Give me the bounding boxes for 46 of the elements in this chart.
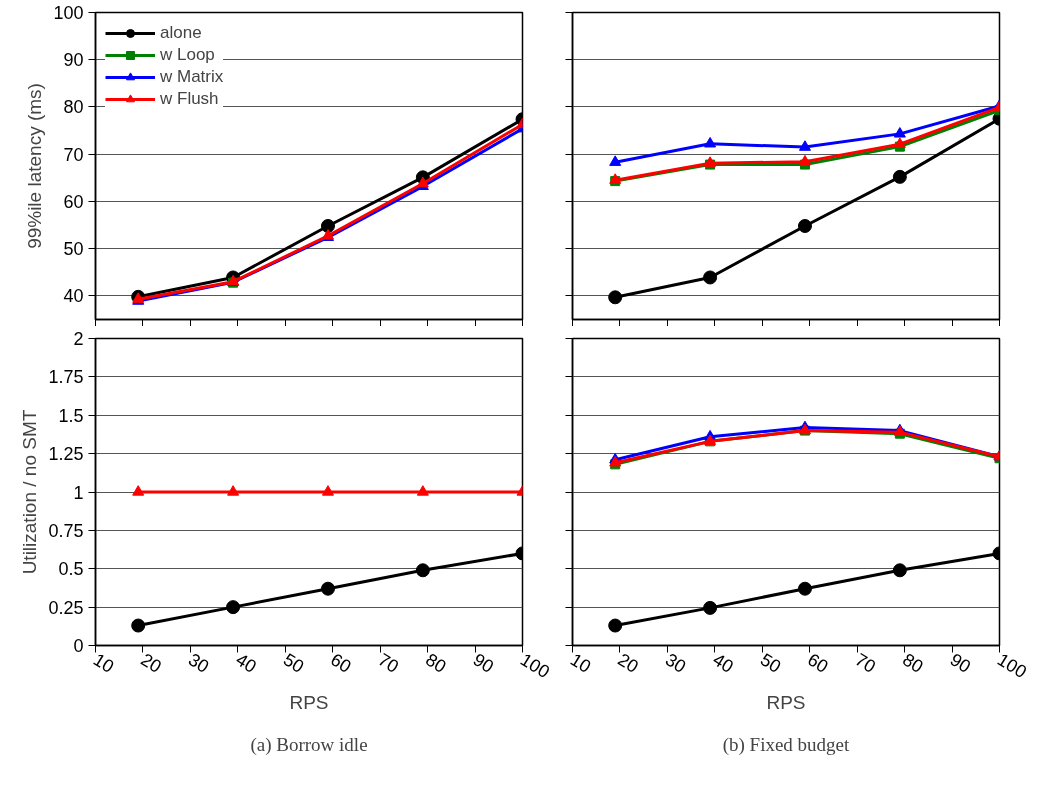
x-tick-label: 100 (517, 649, 554, 683)
text: (a) Borrow idle (250, 733, 368, 756)
text: (b) Fixed budget (722, 733, 851, 756)
y-tick-label: 1.5 (58, 405, 84, 426)
x-tick-label: 10 (567, 649, 595, 677)
y-tick-label: 0.5 (58, 559, 84, 580)
legend-label: w Matrix (160, 66, 224, 88)
x-tick-label: 30 (184, 649, 213, 677)
y-axis-title: Utilization / no SMT (19, 409, 41, 575)
y-tick-label: 0.25 (48, 597, 84, 618)
y-tick-label: 50 (63, 239, 84, 260)
y-tick-label: 1 (73, 482, 84, 503)
x-axis-title: RPS (289, 692, 329, 714)
y-tick-label: 2 (73, 329, 84, 349)
x-tick-label: 20 (137, 649, 165, 677)
y-tick-label: 80 (63, 97, 84, 118)
x-tick-label: 50 (279, 649, 308, 677)
y-tick-label: 0 (73, 636, 84, 656)
x-tick-label: 60 (327, 649, 355, 677)
y-tick-label: 90 (63, 50, 84, 71)
x-tick-label: 80 (422, 649, 450, 677)
x-tick-label: 90 (946, 649, 975, 677)
x-tick-label: 40 (709, 649, 737, 677)
x-tick-label: 10 (90, 649, 118, 677)
legend-label: w Flush (160, 88, 219, 110)
y-axis-title: 99%ile latency (ms) (24, 83, 46, 249)
y-tick-label: 1.25 (48, 444, 84, 465)
x-tick-label: 20 (614, 649, 642, 677)
x-axis-title: RPS (766, 692, 806, 714)
legend-label: w Loop (160, 44, 215, 66)
x-tick-label: 40 (232, 649, 260, 677)
y-tick-label: 100 (53, 3, 84, 23)
y-tick-label: 1.75 (48, 367, 84, 388)
y-tick-label: 40 (63, 286, 84, 307)
x-tick-label: 50 (756, 649, 785, 677)
x-tick-label: 30 (661, 649, 690, 677)
y-tick-label: 60 (63, 191, 84, 212)
legend-label: alone (160, 22, 202, 44)
x-tick-label: 100 (994, 649, 1031, 683)
y-tick-label: 0.75 (48, 520, 84, 541)
x-tick-label: 90 (469, 649, 498, 677)
y-tick-label: 70 (63, 144, 84, 165)
x-tick-label: 60 (804, 649, 832, 677)
x-tick-label: 70 (851, 649, 880, 677)
x-tick-label: 70 (374, 649, 403, 677)
x-tick-label: 80 (899, 649, 927, 677)
